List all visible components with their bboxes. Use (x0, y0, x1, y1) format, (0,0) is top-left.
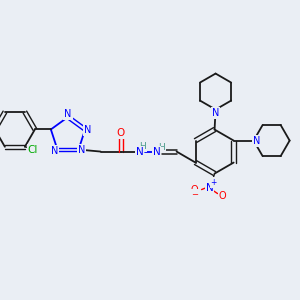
Text: N: N (206, 183, 214, 193)
Text: N: N (51, 146, 58, 156)
Text: H: H (139, 142, 146, 151)
Text: +: + (210, 178, 217, 187)
Text: N: N (212, 108, 219, 118)
Text: H: H (158, 143, 165, 152)
Text: −: − (191, 190, 198, 199)
Text: Cl: Cl (28, 145, 38, 155)
Text: O: O (219, 190, 226, 201)
Text: N: N (78, 145, 85, 154)
Text: N: N (84, 125, 92, 135)
Text: N: N (136, 147, 143, 157)
Text: N: N (153, 147, 160, 157)
Text: O: O (116, 128, 125, 138)
Text: O: O (191, 184, 198, 195)
Text: N: N (253, 136, 260, 146)
Text: N: N (64, 109, 72, 119)
